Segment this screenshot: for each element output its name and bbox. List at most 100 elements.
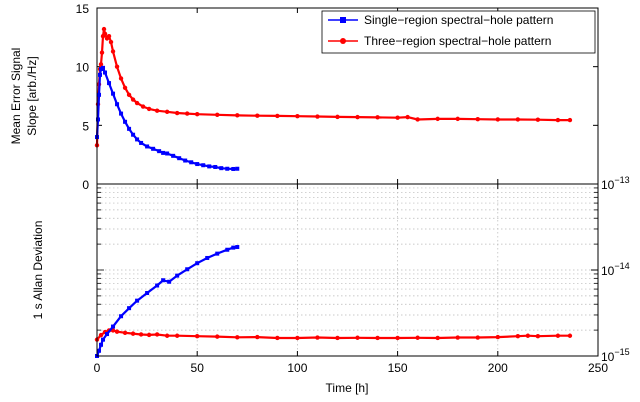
- top-series-three-region-point: [134, 100, 140, 106]
- top-series-three-region-point: [535, 117, 541, 122]
- bottom-series-three-region-point: [164, 333, 170, 338]
- bottom-series-three-region-point: [174, 333, 180, 338]
- bottom-series-single-region-point: [225, 247, 230, 252]
- top-series-three-region-point: [108, 39, 114, 45]
- top-series-single-region-point: [107, 81, 112, 86]
- legend-marker-three-region: [340, 38, 346, 44]
- top-series-three-region-point: [122, 85, 128, 90]
- top-series-single-region-point: [161, 150, 166, 155]
- top-series-single-region-point: [207, 164, 212, 169]
- top-y-tick-label: 10: [76, 61, 90, 75]
- bottom-series-single-region-point: [97, 348, 102, 353]
- bottom-series-three-region-point: [435, 335, 440, 341]
- top-series-three-region-point: [174, 110, 180, 116]
- bottom-series-single-region-point: [205, 255, 210, 260]
- top-series-single-region-point: [171, 153, 176, 158]
- bottom-series-single-region-point: [101, 337, 106, 342]
- top-series-single-region-point: [177, 156, 182, 161]
- bottom-series-single-region-point: [119, 314, 124, 319]
- top-series-single-region-point: [96, 117, 101, 122]
- top-y-tick-label: 0: [82, 178, 89, 192]
- top-series-single-region-point: [235, 166, 240, 171]
- x-axis-label: Time [h]: [326, 381, 369, 395]
- top-series-single-region-point: [115, 102, 120, 107]
- x-tick-label: 200: [488, 361, 508, 375]
- bottom-series-single-region-point: [99, 342, 104, 347]
- top-series-three-region-point: [567, 117, 573, 123]
- bottom-x-ticks: 0 50 100 150 200 250: [94, 184, 608, 375]
- top-series-single-region-point: [165, 151, 170, 156]
- bottom-axes-frame: [96, 183, 599, 357]
- bottom-series-three-region-point: [275, 335, 280, 341]
- bottom-series-single-region-point: [195, 261, 200, 266]
- bottom-panel: 10−13 10−14 10−15 0 50 100 150 200 250 1 s Alla…: [31, 175, 630, 395]
- top-series-three-region-point: [415, 117, 420, 122]
- bottom-series-single-region-point: [127, 306, 132, 311]
- top-series-three-region-point: [154, 108, 160, 113]
- bottom-series-three-region-point: [130, 331, 136, 336]
- top-series-single-region-point: [139, 140, 144, 145]
- top-series-three-region-point: [164, 109, 170, 115]
- bottom-y-tick-label: 10−15: [601, 347, 630, 364]
- top-series-three-region-point: [395, 115, 400, 120]
- bottom-plot-area: [97, 184, 598, 356]
- top-series-single-region-point: [231, 166, 236, 171]
- bottom-series-single-region-point: [135, 298, 140, 303]
- bottom-series-single-region-point: [161, 278, 166, 283]
- bottom-series-three-region-point: [555, 333, 561, 338]
- top-series-three-region-point: [98, 62, 104, 67]
- bottom-series-three-region-point: [567, 333, 573, 338]
- top-y-axis-label-line-2: Slope [arb./Hz]: [25, 56, 39, 135]
- top-series-single-region-point: [97, 92, 102, 97]
- bottom-series-three-region-point: [122, 330, 128, 336]
- bottom-series-three-region-point: [475, 335, 480, 340]
- top-series-single-region-point: [119, 111, 124, 116]
- bottom-series: [94, 245, 573, 358]
- x-tick-label: 50: [191, 361, 205, 375]
- bottom-series-single-region-point: [145, 291, 150, 296]
- top-series-single-region-point: [99, 67, 104, 72]
- top-series-single-region-point: [189, 160, 194, 165]
- bottom-y-tick-label: 10−14: [601, 261, 630, 278]
- top-series-single-region-point: [111, 91, 116, 96]
- top-series-three-region-point: [335, 114, 340, 120]
- top-series-single-region-point: [151, 146, 156, 151]
- bottom-series-three-region-point: [375, 335, 380, 341]
- bottom-series-single-region-point: [231, 245, 236, 250]
- top-series-single-region-point: [225, 166, 230, 171]
- top-series-three-region-point: [355, 114, 360, 120]
- top-series-single-region-point: [135, 137, 140, 142]
- top-series-three-region-point: [315, 114, 320, 119]
- top-series-single-region-point: [98, 72, 103, 77]
- legend: Single−region spectral−hole pattern Thre…: [321, 10, 596, 54]
- bottom-series-single-region-point: [167, 279, 172, 284]
- top-series-three-region-point: [118, 76, 124, 81]
- top-series-three-region-point: [106, 33, 112, 39]
- top-series-three-region-point: [275, 113, 280, 119]
- bottom-series-three-region-point: [114, 329, 120, 334]
- top-y-tick-label: 5: [82, 119, 89, 133]
- bottom-grid: [97, 184, 598, 356]
- top-series-three-region-point: [99, 50, 105, 55]
- top-series-single-region-point: [213, 164, 218, 169]
- bottom-series-single-region-point: [235, 245, 240, 250]
- top-series-three-region-point: [435, 116, 440, 122]
- top-series-single-region-point: [157, 149, 162, 154]
- top-y-axis-label-line-1: Mean Error Signal: [9, 48, 23, 145]
- top-series-single-region-point: [219, 166, 224, 171]
- bottom-series-three-region-point: [235, 335, 240, 340]
- bottom-series-three-region-point: [335, 335, 340, 341]
- top-series-single-region-point: [183, 158, 188, 163]
- top-series-three-region-point: [110, 49, 116, 54]
- bottom-series-three-region-point: [355, 335, 360, 340]
- top-series-three-region-point: [475, 117, 480, 122]
- top-series-three-region-point: [405, 114, 410, 120]
- bottom-series-three-region-point: [295, 335, 300, 341]
- bottom-series-single-region-point: [111, 324, 116, 329]
- top-series-single-region-point: [145, 144, 150, 149]
- top-y-tick-label: 15: [76, 2, 90, 16]
- bottom-series-single-region-point: [215, 251, 220, 256]
- top-series-three-region-point: [184, 111, 190, 116]
- x-tick-label: 100: [287, 361, 307, 375]
